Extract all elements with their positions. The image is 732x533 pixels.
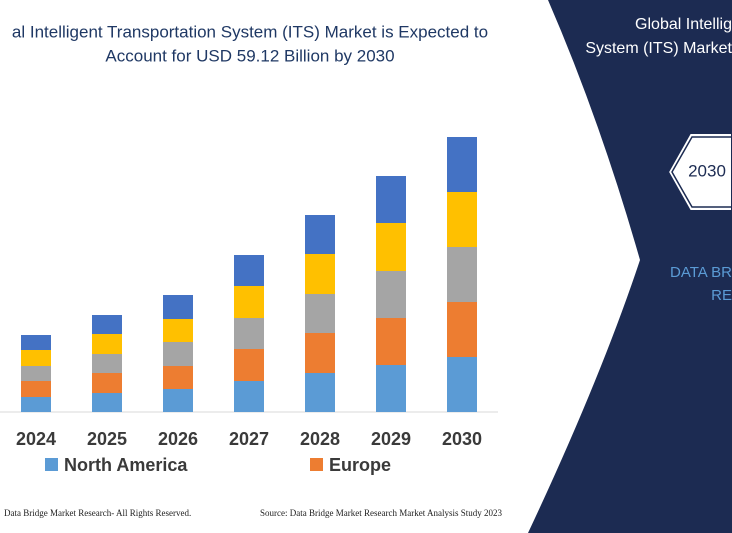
brand: DATA BR (670, 264, 732, 281)
bar-segment (376, 176, 406, 223)
bar-segment (234, 349, 264, 381)
bar-segment (376, 271, 406, 318)
bar-segment (163, 389, 193, 412)
x-tick-label: 2028 (300, 429, 340, 449)
bar-segment (376, 223, 406, 271)
bar-segment (92, 393, 122, 412)
badge-text: 2030 (688, 161, 726, 180)
x-tick-label: 2024 (16, 429, 56, 449)
panel-title: Global Intellig (635, 16, 732, 33)
x-tick-label: 2027 (229, 429, 269, 449)
bar-segment (21, 381, 51, 397)
bar-segment (447, 192, 477, 247)
bar-segment (234, 286, 264, 318)
bar-segment (234, 255, 264, 286)
bar-segment (376, 365, 406, 412)
bar-segment (305, 333, 335, 373)
legend-swatch (45, 458, 58, 471)
bar-segment (305, 254, 335, 294)
bar-segment (163, 342, 193, 366)
x-tick-label: 2030 (442, 429, 482, 449)
footer-left: Data Bridge Market Research- All Rights … (4, 508, 191, 518)
bar-segment (163, 319, 193, 342)
bar-segment (92, 315, 122, 334)
x-tick-label: 2025 (87, 429, 127, 449)
bar-segment (447, 247, 477, 302)
legend-label: North America (64, 455, 188, 475)
footer-source: Source: Data Bridge Market Research Mark… (260, 508, 502, 518)
bar-segment (21, 335, 51, 350)
bar-segment (305, 294, 335, 333)
x-tick-label: 2026 (158, 429, 198, 449)
bar-segment (163, 366, 193, 389)
badge-border (671, 136, 732, 208)
bar-segment (21, 397, 51, 412)
bar-segment (447, 357, 477, 412)
chart-title: Account for USD 59.12 Billion by 2030 (105, 46, 394, 65)
bar-segment (305, 215, 335, 254)
brand: RE (711, 287, 732, 304)
legend-label: Europe (329, 455, 391, 475)
bar-segment (305, 373, 335, 412)
bar-segment (92, 354, 122, 373)
bar-segment (92, 334, 122, 354)
bar-segment (92, 373, 122, 393)
x-tick-label: 2029 (371, 429, 411, 449)
chart-title: al Intelligent Transportation System (IT… (12, 22, 488, 41)
bar-segment (163, 295, 193, 319)
bar-segment (21, 350, 51, 366)
panel-title: System (ITS) Market (585, 40, 732, 57)
bar-segment (234, 318, 264, 349)
bar-segment (21, 366, 51, 381)
legend-swatch (310, 458, 323, 471)
side-panel (528, 0, 732, 533)
bar-segment (447, 302, 477, 357)
bar-segment (234, 381, 264, 412)
bar-segment (376, 318, 406, 365)
bar-segment (447, 137, 477, 192)
